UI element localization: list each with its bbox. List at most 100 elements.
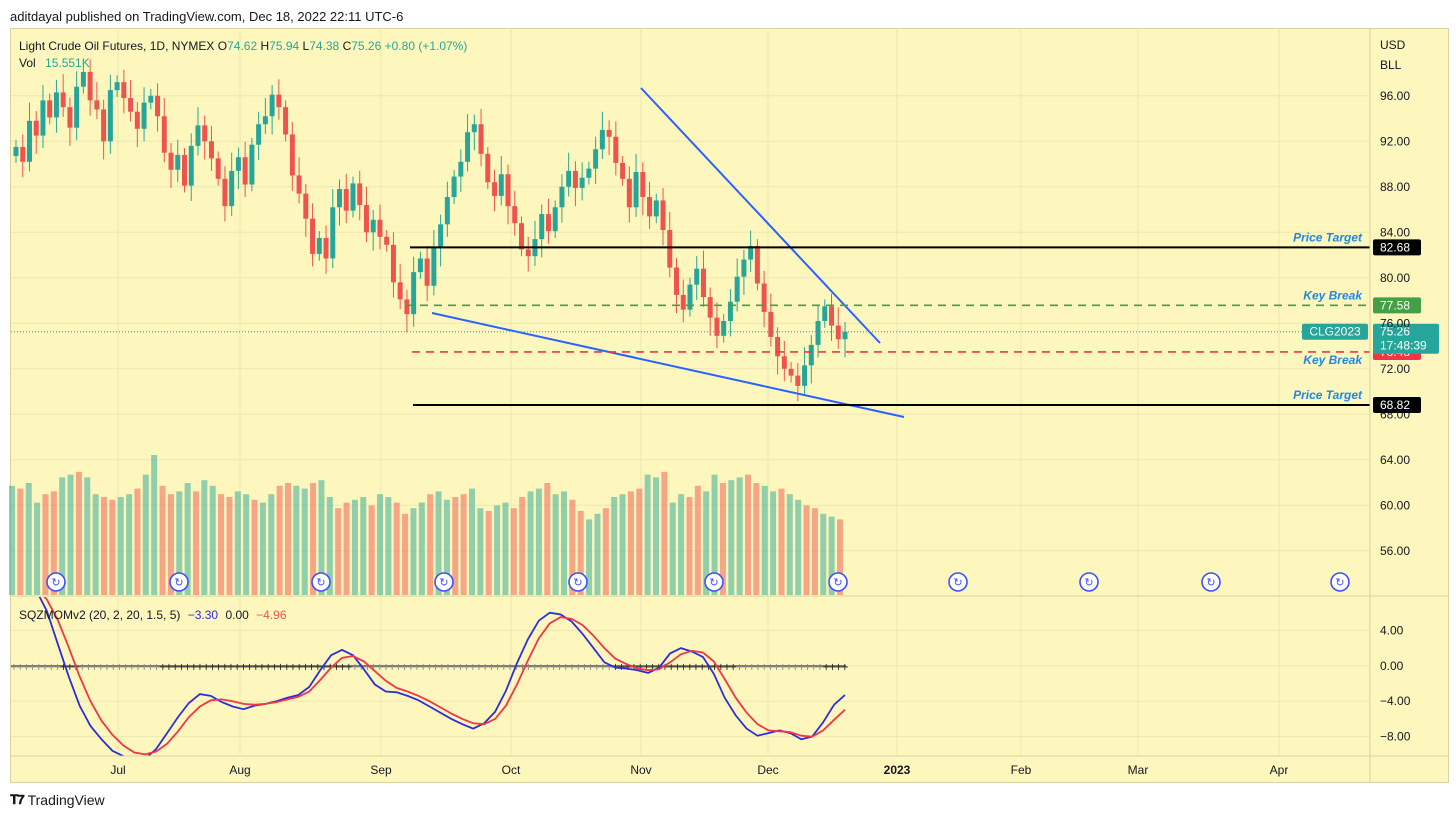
squeeze-dot: +	[555, 662, 563, 673]
close-label: C	[342, 39, 352, 53]
volume-bar	[753, 483, 760, 595]
squeeze-dot: +	[698, 662, 706, 673]
candle-body	[249, 144, 255, 185]
countdown-text: 17:48:39	[1380, 339, 1427, 353]
candle-body	[60, 92, 66, 108]
candle-body	[775, 336, 781, 357]
candle-body	[114, 82, 120, 91]
squeeze-dot: +	[605, 662, 613, 673]
squeeze-dot: +	[425, 662, 433, 673]
candle-body	[680, 294, 686, 310]
candle-body	[660, 200, 666, 231]
squeeze-dot: +	[717, 662, 725, 673]
candle-body	[20, 146, 26, 162]
volume-bar	[745, 474, 751, 595]
volume-bar	[343, 502, 350, 595]
price-axis: 96.00 92.00 88.00 84.00 80.00 76.00 72.00 68.00…	[1369, 29, 1410, 782]
squeeze-dot: +	[537, 662, 545, 673]
candle-body	[13, 146, 19, 157]
squeeze-dot: +	[779, 662, 787, 673]
squeeze-dot: +	[78, 662, 86, 673]
candle-body	[802, 365, 808, 386]
candles	[13, 59, 848, 402]
month-label: Mar	[1128, 763, 1149, 777]
squeeze-dot: +	[314, 662, 322, 673]
price-tick-label: 96.00	[1380, 89, 1410, 103]
candle-body	[653, 200, 659, 217]
candle-body	[141, 102, 147, 129]
volume-bar	[770, 491, 777, 595]
volume-bar	[218, 494, 225, 595]
volume-bar	[42, 494, 49, 595]
volume-bar	[703, 491, 710, 595]
volume-bar	[360, 497, 367, 595]
candle-body	[586, 168, 592, 178]
candle-body	[465, 132, 471, 162]
candle-body	[215, 158, 221, 179]
indicator-legend[interactable]: SQZMOMv2 (20, 2, 20, 1.5, 5) −3.30 0.00 …	[19, 608, 287, 622]
squeeze-dot: +	[642, 662, 650, 673]
volume-bar	[126, 494, 133, 595]
candle-body	[761, 283, 767, 312]
candle-body	[727, 301, 733, 322]
candle-body	[559, 186, 565, 208]
squeeze-dot: +	[506, 662, 514, 673]
indicator-value-3: −4.96	[256, 608, 287, 622]
squeeze-dot: +	[97, 662, 105, 673]
squeeze-dot: +	[493, 662, 501, 673]
dividend-icon	[1201, 572, 1221, 592]
volume-bar	[75, 471, 82, 595]
price-tick-label: 88.00	[1380, 180, 1410, 194]
candle-body	[235, 157, 241, 171]
volume-legend[interactable]: Vol 15.551K	[19, 56, 90, 70]
candle-body	[296, 175, 302, 194]
dividend-icon-glyph: ↻	[51, 576, 60, 589]
symbol-legend[interactable]: Light Crude Oil Futures, 1D, NYMEX O74.6…	[19, 39, 467, 53]
squeeze-dot: +	[828, 662, 836, 673]
squeeze-dot: +	[475, 662, 483, 673]
volume-bar	[410, 508, 417, 595]
squeeze-dot: +	[785, 662, 793, 673]
volume-bar	[535, 488, 542, 595]
volume-bar	[393, 502, 400, 595]
volume-bar	[519, 497, 526, 595]
volume-bar	[184, 483, 191, 595]
volume-bar	[276, 485, 283, 595]
month-label: Aug	[229, 763, 250, 777]
volume-bar	[50, 491, 57, 595]
squeeze-dot: +	[270, 662, 278, 673]
candle-body	[593, 149, 599, 169]
indicator-value-2: 0.00	[225, 608, 249, 622]
candle-body	[721, 321, 727, 336]
squeeze-dot: +	[10, 662, 18, 673]
candle-body	[357, 183, 363, 205]
osc-tick-label: −4.00	[1380, 694, 1411, 708]
volume-bar	[193, 491, 199, 595]
squeeze-dot: +	[283, 662, 291, 673]
volume-bar	[619, 494, 626, 595]
squeeze-dot: +	[301, 662, 309, 673]
candle-body	[518, 223, 524, 250]
candle-body	[128, 98, 134, 112]
price-tick-label: 92.00	[1380, 134, 1410, 148]
price-tick-label: 84.00	[1380, 225, 1410, 239]
volume-bar	[326, 497, 333, 595]
dividend-icon-glyph: ↻	[709, 576, 718, 589]
dividend-icon-glyph: ↻	[953, 576, 962, 589]
volume-bar	[485, 511, 492, 595]
candle-body	[262, 116, 268, 125]
candle-body	[633, 172, 639, 208]
squeeze-dot: +	[413, 662, 421, 673]
squeeze-dot: +	[177, 662, 185, 673]
dividend-icon	[1330, 572, 1350, 592]
symbol-tag	[1302, 323, 1368, 340]
candle-body	[667, 230, 673, 268]
squeeze-dot: +	[22, 662, 30, 673]
candle-body	[148, 95, 154, 103]
volume-bar	[427, 494, 434, 595]
candle-body	[276, 94, 282, 108]
change-value: +0.80 (+1.07%)	[384, 39, 468, 53]
squeeze-dot: +	[791, 662, 799, 673]
candle-body	[121, 82, 127, 99]
